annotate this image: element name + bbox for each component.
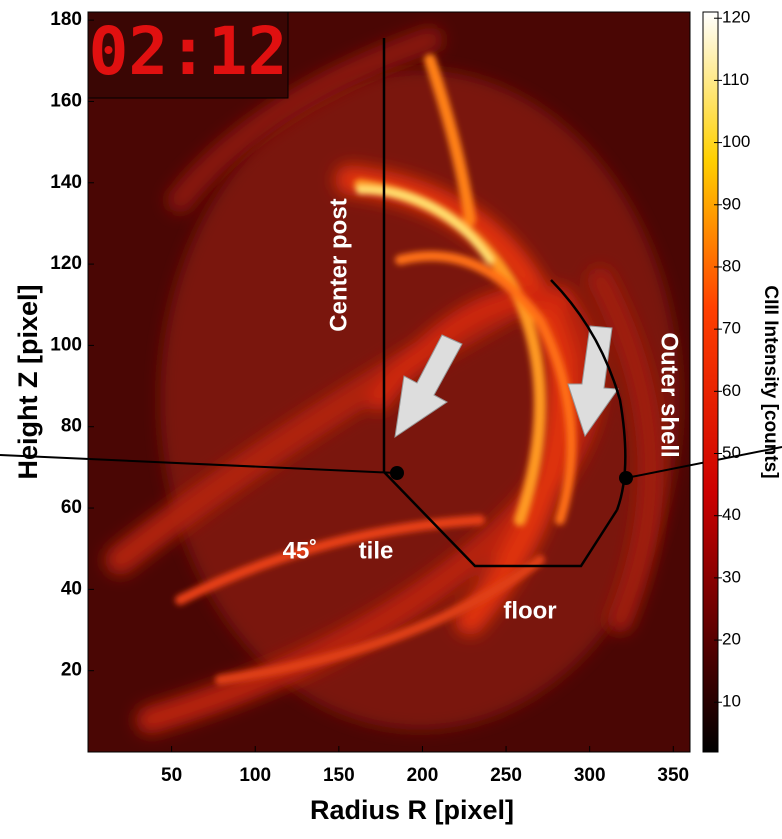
colorbar-tick-label: 30 [722,567,741,586]
annotation: 45˚ [283,537,318,564]
x-tick-label: 50 [161,765,182,786]
x-tick-label: 250 [490,765,522,786]
x-axis-label: Radius R [pixel] [310,795,514,825]
y-axis-label: Height Z [pixel] [13,285,43,480]
annotation: Outer shell [656,332,683,457]
annotation: floor [503,597,556,624]
colorbar-tick-label: 110 [722,70,749,89]
chart: 02:12 Center post 45˚ tile floor Outer s… [0,0,782,834]
y-tick-label: 160 [50,90,82,111]
y-tick-label: 40 [61,578,82,599]
colorbar-tick-label: 120 [722,8,750,27]
colorbar-tick-label: 50 [722,443,741,462]
y-tick-label: 80 [61,416,82,437]
annotation: Center post [325,198,352,331]
colorbar-tick-label: 70 [722,319,741,338]
x-tick-label: 350 [657,765,689,786]
y-tick-label: 120 [50,253,82,274]
y-tick-label: 60 [61,497,82,518]
camera-image: 02:12 Center post 45˚ tile floor Outer s… [88,12,690,752]
y-tick-label: 180 [50,9,82,30]
y-tick-label: 100 [50,334,82,355]
colorbar-tick-label: 80 [722,256,741,275]
marker-dot [619,471,633,485]
annotation: tile [359,537,394,564]
x-tick-label: 150 [323,765,355,786]
colorbar-tick-label: 10 [722,692,741,711]
colorbar-tick-label: 20 [722,630,741,649]
y-tick-label: 20 [61,660,82,681]
x-tick-label: 300 [574,765,606,786]
x-tick-label: 200 [407,765,439,786]
colorbar [703,12,718,752]
colorbar-label: CIII Intensity [counts] [760,285,781,478]
marker-dot [390,466,404,480]
x-tick-label: 100 [239,765,271,786]
timestamp: 02:12 [89,13,288,90]
colorbar-tick-label: 100 [722,132,750,151]
colorbar-tick-label: 60 [722,381,741,400]
colorbar-tick-label: 90 [722,194,741,213]
y-tick-label: 140 [50,172,82,193]
colorbar-tick-label: 40 [722,505,741,524]
